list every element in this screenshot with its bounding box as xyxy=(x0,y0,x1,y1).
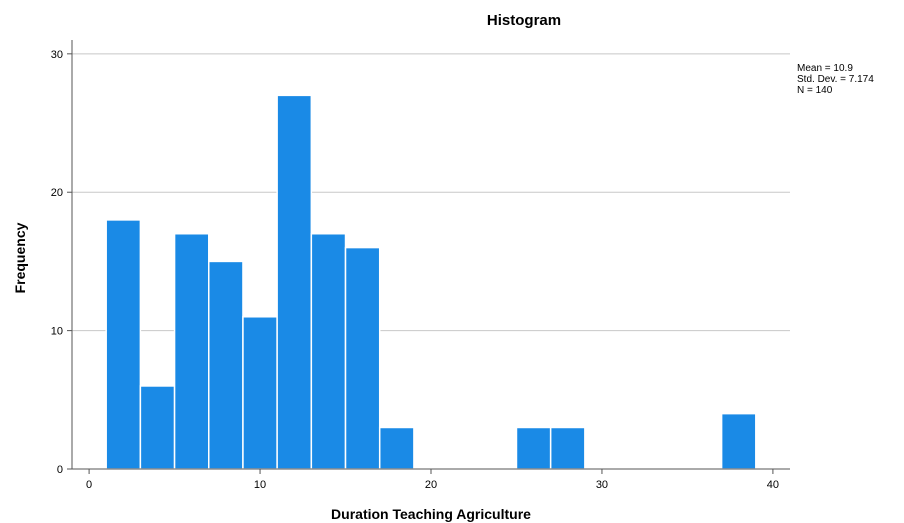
stats-std-dev: Std. Dev. = 7.174 xyxy=(797,74,874,85)
chart-title: Histogram xyxy=(487,12,561,29)
histogram-bar xyxy=(549,426,586,470)
histogram-bar xyxy=(139,385,176,470)
y-tick-label: 0 xyxy=(57,464,63,476)
histogram-bar xyxy=(173,232,210,470)
y-axis-label: Frequency xyxy=(12,222,28,293)
histogram-bar xyxy=(105,219,142,470)
y-tick-label: 20 xyxy=(51,187,63,199)
stats-mean: Mean = 10.9 xyxy=(797,63,853,74)
y-ticks: 0 10 20 30 xyxy=(51,49,72,476)
x-tick-label: 0 xyxy=(86,479,92,491)
x-tick-label: 30 xyxy=(596,479,608,491)
x-tick-label: 10 xyxy=(254,479,266,491)
x-ticks: 0 10 20 30 40 xyxy=(86,469,779,491)
y-tick-label: 30 xyxy=(51,49,63,61)
histogram-bar xyxy=(208,260,244,470)
bars xyxy=(105,94,757,470)
stats-n: N = 140 xyxy=(797,85,833,96)
histogram-bar xyxy=(344,246,381,470)
stats-legend: Mean = 10.9 Std. Dev. = 7.174 N = 140 xyxy=(797,63,874,96)
histogram-bar xyxy=(242,316,278,470)
histogram-bar xyxy=(310,232,347,470)
histogram-bar xyxy=(515,426,552,470)
histogram-bar xyxy=(720,412,757,470)
x-axis-label: Duration Teaching Agriculture xyxy=(331,506,531,522)
y-tick-label: 10 xyxy=(51,326,63,338)
x-tick-label: 40 xyxy=(767,479,779,491)
histogram-bar xyxy=(378,426,415,470)
x-tick-label: 20 xyxy=(425,479,437,491)
histogram-bar xyxy=(276,94,313,470)
